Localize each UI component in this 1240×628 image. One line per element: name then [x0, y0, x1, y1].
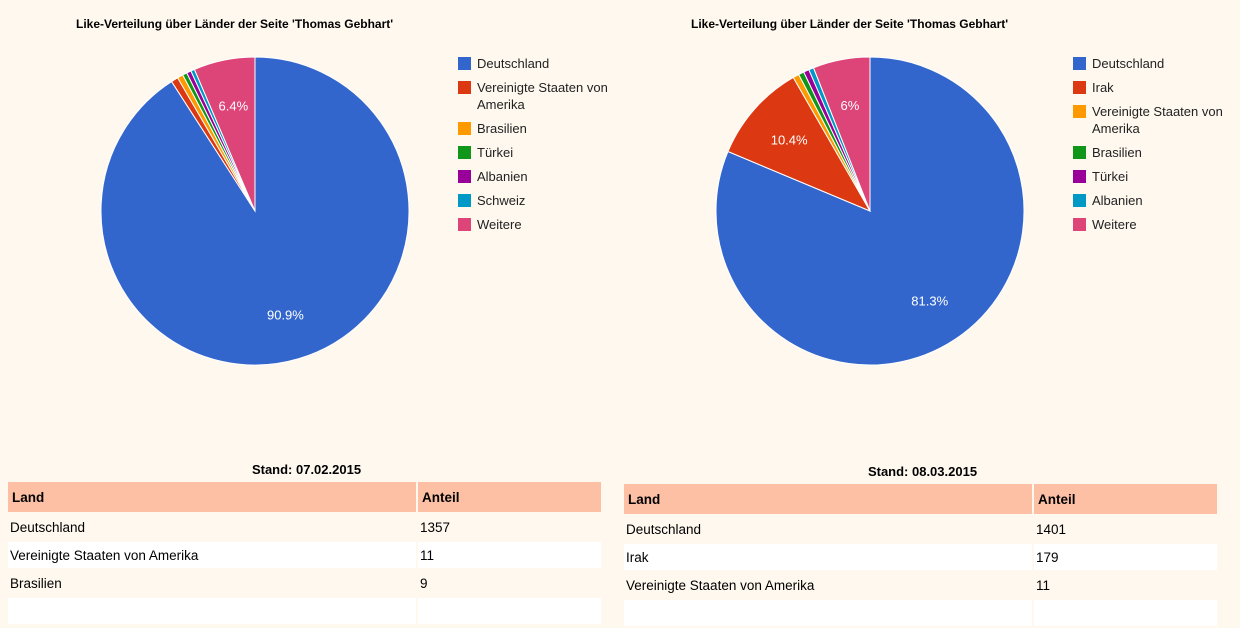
legend-item[interactable]: Schweiz	[458, 192, 623, 209]
legend-item[interactable]: Türkei	[1073, 168, 1238, 185]
table-caption: Stand: 08.03.2015	[867, 464, 978, 479]
legend-item[interactable]: Vereinigte Staaten von Amerika	[1073, 103, 1238, 137]
legend-label: Schweiz	[477, 193, 526, 208]
col-header: Anteil	[418, 482, 601, 512]
legend-item[interactable]: Brasilien	[1073, 144, 1238, 161]
table-row: Irak 179	[624, 544, 1217, 570]
legend-label: Brasilien	[1092, 145, 1142, 160]
table-2: Stand: 08.03.2015 Land Anteil Deutschland 1…	[624, 462, 1221, 628]
legend-item[interactable]: Deutschland	[458, 55, 623, 72]
col-header: Land	[8, 482, 416, 512]
legend-item[interactable]: Albanien	[1073, 192, 1238, 209]
cell-land: Vereinigte Staaten von Amerika	[624, 572, 1032, 598]
pie-slice-weitere[interactable]	[812, 56, 871, 212]
pie-svg: 90.9% 6.4%	[100, 56, 410, 366]
pie-chart-1: Like-Verteilung über Länder der Seite 'T…	[0, 0, 620, 440]
cell-land	[624, 600, 1032, 626]
legend-label: Weitere	[1092, 217, 1137, 232]
data-label: 6.4%	[219, 98, 249, 113]
chart-title: Like-Verteilung über Länder der Seite 'T…	[691, 17, 1009, 31]
legend-swatch	[1073, 81, 1086, 94]
cell-anteil: 1401	[1034, 516, 1217, 542]
legend-label: Albanien	[1092, 193, 1143, 208]
data-label: 6%	[840, 98, 859, 113]
legend-swatch	[458, 122, 471, 135]
legend-swatch	[1073, 146, 1086, 159]
table-row: Vereinigte Staaten von Amerika 11	[624, 572, 1217, 598]
cell-anteil: 179	[1034, 544, 1217, 570]
legend-item[interactable]: Weitere	[1073, 216, 1238, 233]
legend-swatch	[458, 218, 471, 231]
legend-swatch	[458, 146, 471, 159]
cell-land: Irak	[624, 544, 1032, 570]
col-header: Anteil	[1034, 484, 1217, 514]
cell-land	[8, 598, 416, 624]
legend-swatch	[458, 81, 471, 94]
legend-label: Irak	[1092, 80, 1114, 95]
legend-swatch	[1073, 218, 1086, 231]
chart-title: Like-Verteilung über Länder der Seite 'T…	[76, 17, 394, 31]
legend-swatch	[1073, 194, 1086, 207]
pie-svg: 81.3% 10.4% 6%	[715, 56, 1025, 366]
pie-slice-weitere[interactable]	[193, 56, 256, 212]
legend-swatch	[458, 57, 471, 70]
legend-label: Deutschland	[477, 56, 550, 71]
col-header: Land	[624, 484, 1032, 514]
legend-swatch	[1073, 170, 1086, 183]
cell-anteil	[1034, 600, 1217, 626]
legend-swatch	[1073, 57, 1086, 70]
data-label: 90.9%	[267, 307, 304, 322]
legend-label: Albanien	[477, 169, 528, 184]
legend-label: Türkei	[1092, 169, 1129, 184]
table-row: Brasilien 9	[8, 570, 601, 596]
legend-item[interactable]: Vereinigte Staaten von Amerika	[458, 79, 623, 113]
pie-slice-deutschland[interactable]	[715, 56, 1025, 366]
table-row: Vereinigte Staaten von Amerika 11	[8, 542, 601, 568]
pie-slice-irak[interactable]	[727, 76, 872, 213]
table-row	[8, 598, 601, 624]
legend-item[interactable]: Albanien	[458, 168, 623, 185]
pie-chart-2: Like-Verteilung über Länder der Seite 'T…	[615, 0, 1235, 440]
table-1: Stand: 07.02.2015 Land Anteil Deutschland 1…	[8, 460, 605, 626]
cell-anteil: 11	[418, 542, 601, 568]
cell-land: Vereinigte Staaten von Amerika	[8, 542, 416, 568]
legend-label: Vereinigte Staaten von Amerika	[1092, 104, 1223, 136]
table-row: Deutschland 1401	[624, 516, 1217, 542]
table-caption: Stand: 07.02.2015	[251, 462, 362, 477]
legend-item[interactable]: Deutschland	[1073, 55, 1238, 72]
cell-land: Deutschland	[8, 514, 416, 540]
legend-swatch	[458, 170, 471, 183]
legend-label: Vereinigte Staaten von Amerika	[477, 80, 608, 112]
legend-label: Türkei	[477, 145, 514, 160]
cell-anteil: 9	[418, 570, 601, 596]
legend: Deutschland Vereinigte Staaten von Amerik…	[458, 55, 623, 240]
legend-item[interactable]: Weitere	[458, 216, 623, 233]
data-label: 10.4%	[771, 133, 808, 148]
table-row	[624, 600, 1217, 626]
cell-anteil: 1357	[418, 514, 601, 540]
legend-item[interactable]: Türkei	[458, 144, 623, 161]
cell-anteil	[418, 598, 601, 624]
legend-label: Weitere	[477, 217, 522, 232]
table-row: Deutschland 1357	[8, 514, 601, 540]
cell-land: Brasilien	[8, 570, 416, 596]
cell-land: Deutschland	[624, 516, 1032, 542]
legend-label: Deutschland	[1092, 56, 1165, 71]
legend-item[interactable]: Brasilien	[458, 120, 623, 137]
legend: Deutschland Irak Vereinigte Staaten von Am…	[1073, 55, 1238, 240]
legend-label: Brasilien	[477, 121, 527, 136]
legend-swatch	[1073, 105, 1086, 118]
cell-anteil: 11	[1034, 572, 1217, 598]
legend-item[interactable]: Irak	[1073, 79, 1238, 96]
legend-swatch	[458, 194, 471, 207]
data-label: 81.3%	[911, 294, 948, 309]
